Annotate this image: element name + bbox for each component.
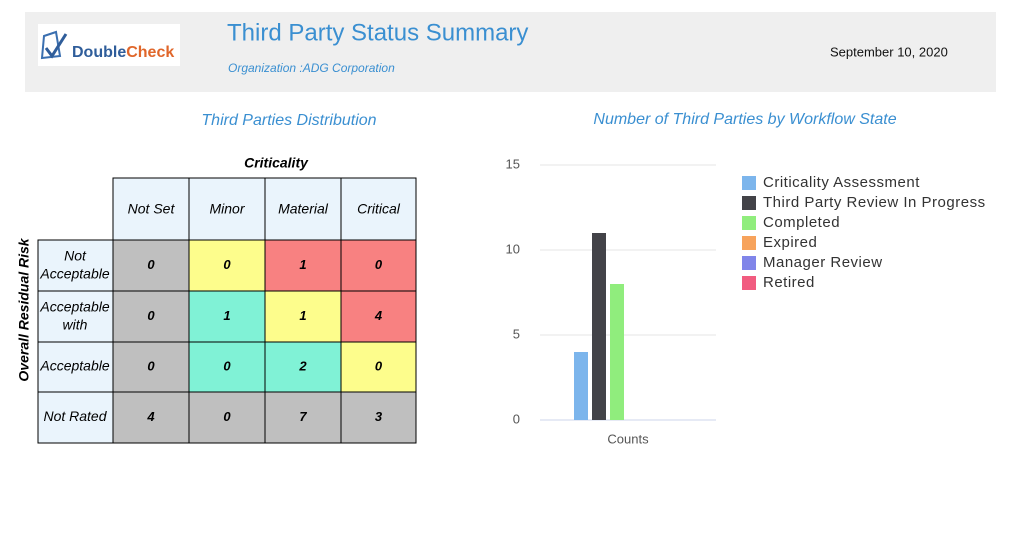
cell-value: 7 [299, 409, 307, 424]
row-cell [37, 290, 114, 343]
matrix-title: Third Parties Distribution [201, 112, 376, 129]
legend-swatch [742, 216, 756, 230]
column-header: Criticality [244, 155, 309, 171]
report-date: September 10, 2020 [830, 44, 948, 59]
row-cell [37, 341, 114, 393]
y-tick-label: 0 [513, 411, 520, 426]
row-label: Acceptable [39, 358, 109, 374]
column-label: Minor [209, 201, 245, 217]
column-label: Material [278, 201, 329, 217]
legend-swatch [742, 276, 756, 290]
legend-swatch [742, 196, 756, 210]
column-cell [188, 177, 266, 241]
organization: Organization :ADG Corporation [228, 61, 395, 75]
cell-value: 3 [375, 409, 383, 424]
legend-swatch [742, 176, 756, 190]
x-tick-label: Counts [607, 431, 649, 446]
matrix-cell [340, 239, 417, 292]
cell-value: 1 [299, 308, 306, 323]
logo-check [44, 33, 68, 59]
matrix-cell [112, 290, 190, 343]
matrix-cell [112, 341, 190, 393]
header-band [25, 12, 996, 92]
legend-label: Retired [763, 274, 815, 291]
row-label: Not Rated [43, 408, 107, 424]
bar [592, 233, 606, 420]
y-tick-label: 5 [513, 326, 520, 341]
cell-value: 0 [147, 308, 155, 323]
chart-title: Number of Third Parties by Workflow Stat… [593, 111, 896, 128]
cell-value: 0 [375, 358, 383, 373]
legend-label: Third Party Review In Progress [763, 194, 986, 211]
page-title: Third Party Status Summary [227, 19, 528, 46]
logo-box [38, 24, 180, 66]
matrix-cell [340, 290, 417, 343]
matrix-cell [188, 290, 266, 343]
bar [574, 352, 588, 420]
column-cell [340, 177, 417, 241]
y-tick-label: 15 [506, 156, 520, 171]
cell-value: 0 [147, 358, 155, 373]
bar [610, 284, 624, 420]
logo-text: DoubleCheck [72, 44, 174, 61]
cell-value: 1 [223, 308, 230, 323]
row-header: Overall Residual Risk [16, 237, 32, 381]
row-label: Acceptable with [39, 298, 109, 332]
cell-value: 1 [299, 257, 306, 272]
matrix-cell [340, 391, 417, 444]
logo-part: Double [72, 44, 126, 61]
cell-value: 2 [298, 358, 307, 373]
legend-label: Expired [763, 234, 817, 251]
cell-value: 4 [146, 409, 155, 424]
cell-value: 0 [223, 257, 231, 272]
cell-value: 0 [147, 257, 155, 272]
legend-swatch [742, 236, 756, 250]
cell-value: 0 [375, 257, 383, 272]
row-label: Not Acceptable [39, 247, 109, 281]
column-label: Critical [357, 201, 401, 217]
column-label: Not Set [128, 201, 176, 217]
logo-part: Check [126, 44, 174, 61]
column-cell [112, 177, 190, 241]
legend-swatch [742, 256, 756, 270]
logo-icon [40, 30, 62, 60]
cell-value: 0 [223, 358, 231, 373]
matrix-cell [188, 391, 266, 444]
legend-label: Manager Review [763, 254, 883, 271]
cell-value: 4 [374, 308, 383, 323]
y-tick-label: 10 [506, 241, 520, 256]
legend-label: Criticality Assessment [763, 174, 920, 191]
legend-label: Completed [763, 214, 840, 231]
matrix-cell [112, 391, 190, 444]
cell-value: 0 [223, 409, 231, 424]
matrix-cell [340, 341, 417, 393]
